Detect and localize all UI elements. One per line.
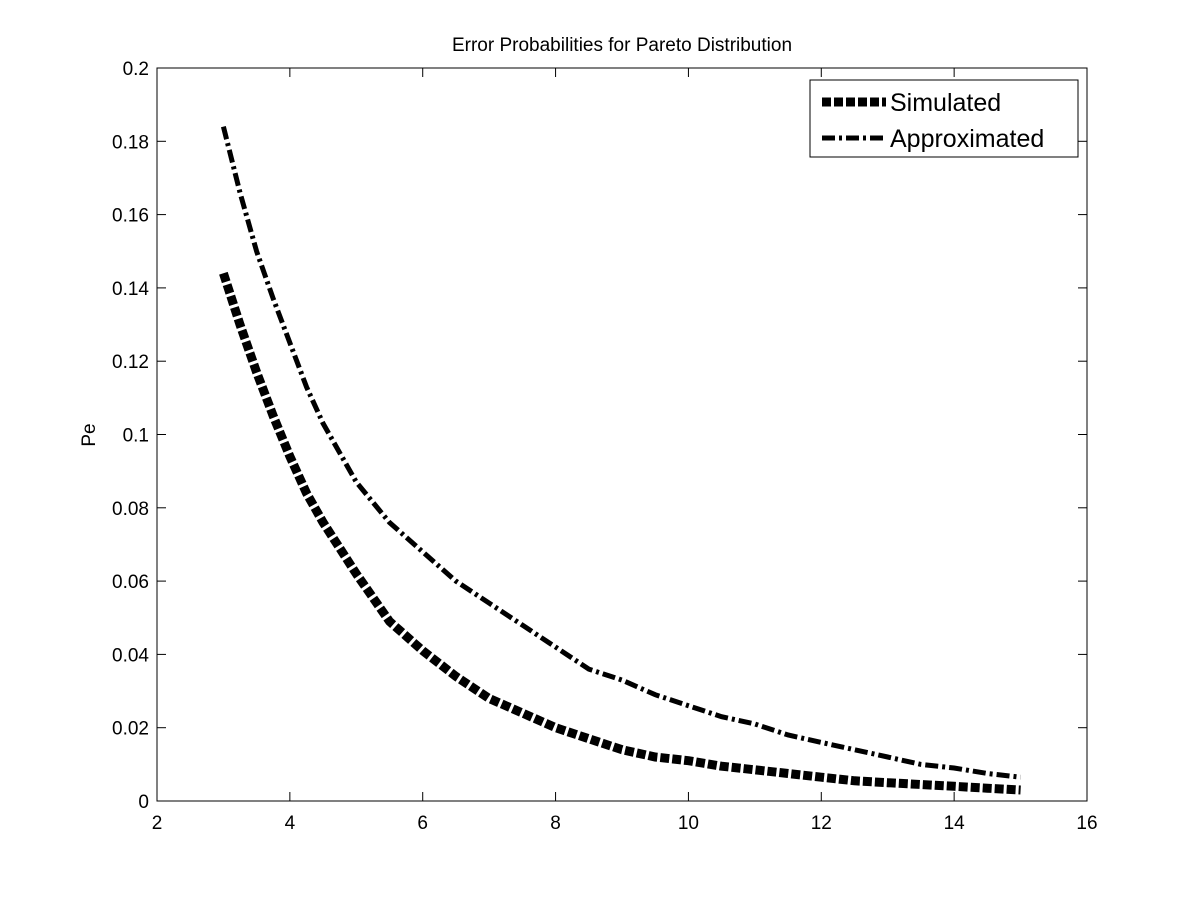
legend-label: Simulated <box>890 89 1001 117</box>
y-tick-label: 0.02 <box>112 719 149 740</box>
y-tick-label: 0.18 <box>112 132 149 153</box>
x-tick-label: 14 <box>944 813 966 834</box>
x-tick-label: 6 <box>417 813 428 834</box>
y-tick-label: 0.06 <box>112 572 149 593</box>
y-tick-label: 0.16 <box>112 206 149 227</box>
series-line-approximated <box>220 125 1021 780</box>
y-tick-label: 0.04 <box>112 645 149 666</box>
y-axis-label: Pe <box>79 423 100 446</box>
x-tick-label: 4 <box>285 813 296 834</box>
x-tick-label: 2 <box>152 813 163 834</box>
legend-label: Approximated <box>890 125 1044 153</box>
y-tick-label: 0.08 <box>112 499 149 520</box>
x-tick-label: 12 <box>811 813 832 834</box>
y-tick-label: 0.12 <box>112 352 149 373</box>
x-tick-label: 10 <box>678 813 699 834</box>
x-tick-label: 16 <box>1076 813 1097 834</box>
legend-box <box>809 79 1079 158</box>
x-tick-label: 8 <box>550 813 561 834</box>
y-tick-label: 0.1 <box>123 426 149 447</box>
plot-area: 2 4 6 8 10 12 14 16 0 0.02 0.04 0.06 0.08 0.1 0.12 0.14… <box>112 59 1098 834</box>
y-tick-label: 0 <box>138 792 149 813</box>
chart-title: Error Probabilities for Pareto Distribut… <box>452 35 792 56</box>
y-tick-label: 0.2 <box>123 59 149 80</box>
y-tick-label: 0.14 <box>112 279 149 300</box>
series-line-simulated <box>219 271 1021 795</box>
